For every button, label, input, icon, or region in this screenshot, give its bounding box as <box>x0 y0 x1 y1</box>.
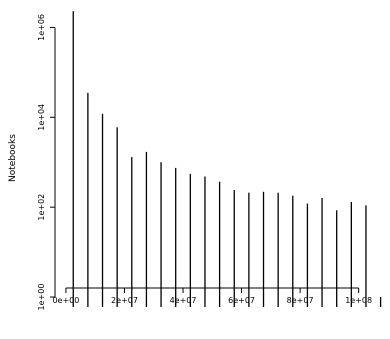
y-tick-label: 1e+02 <box>37 194 46 221</box>
x-tick-label: 0e+00 <box>52 296 79 305</box>
x-tick-label: 6e+07 <box>228 296 255 305</box>
x-tick-label: 2e+07 <box>111 296 138 305</box>
y-axis-label: Notebooks <box>8 134 18 182</box>
x-tick-label: 4e+07 <box>170 296 197 305</box>
y-tick-label: 1e+06 <box>37 14 46 41</box>
y-tick-label: 1e+00 <box>37 284 46 311</box>
y-tick-label: 1e+04 <box>37 104 46 131</box>
x-tick-label: 8e+07 <box>287 296 314 305</box>
y-axis: 1e+00 1e+02 1e+04 1e+06 <box>37 14 56 311</box>
x-tick-label: 1e+08 <box>345 296 372 305</box>
x-axis: 0e+00 2e+07 4e+07 6e+07 8e+07 1e+08 <box>52 287 372 305</box>
bars-group <box>72 11 382 307</box>
